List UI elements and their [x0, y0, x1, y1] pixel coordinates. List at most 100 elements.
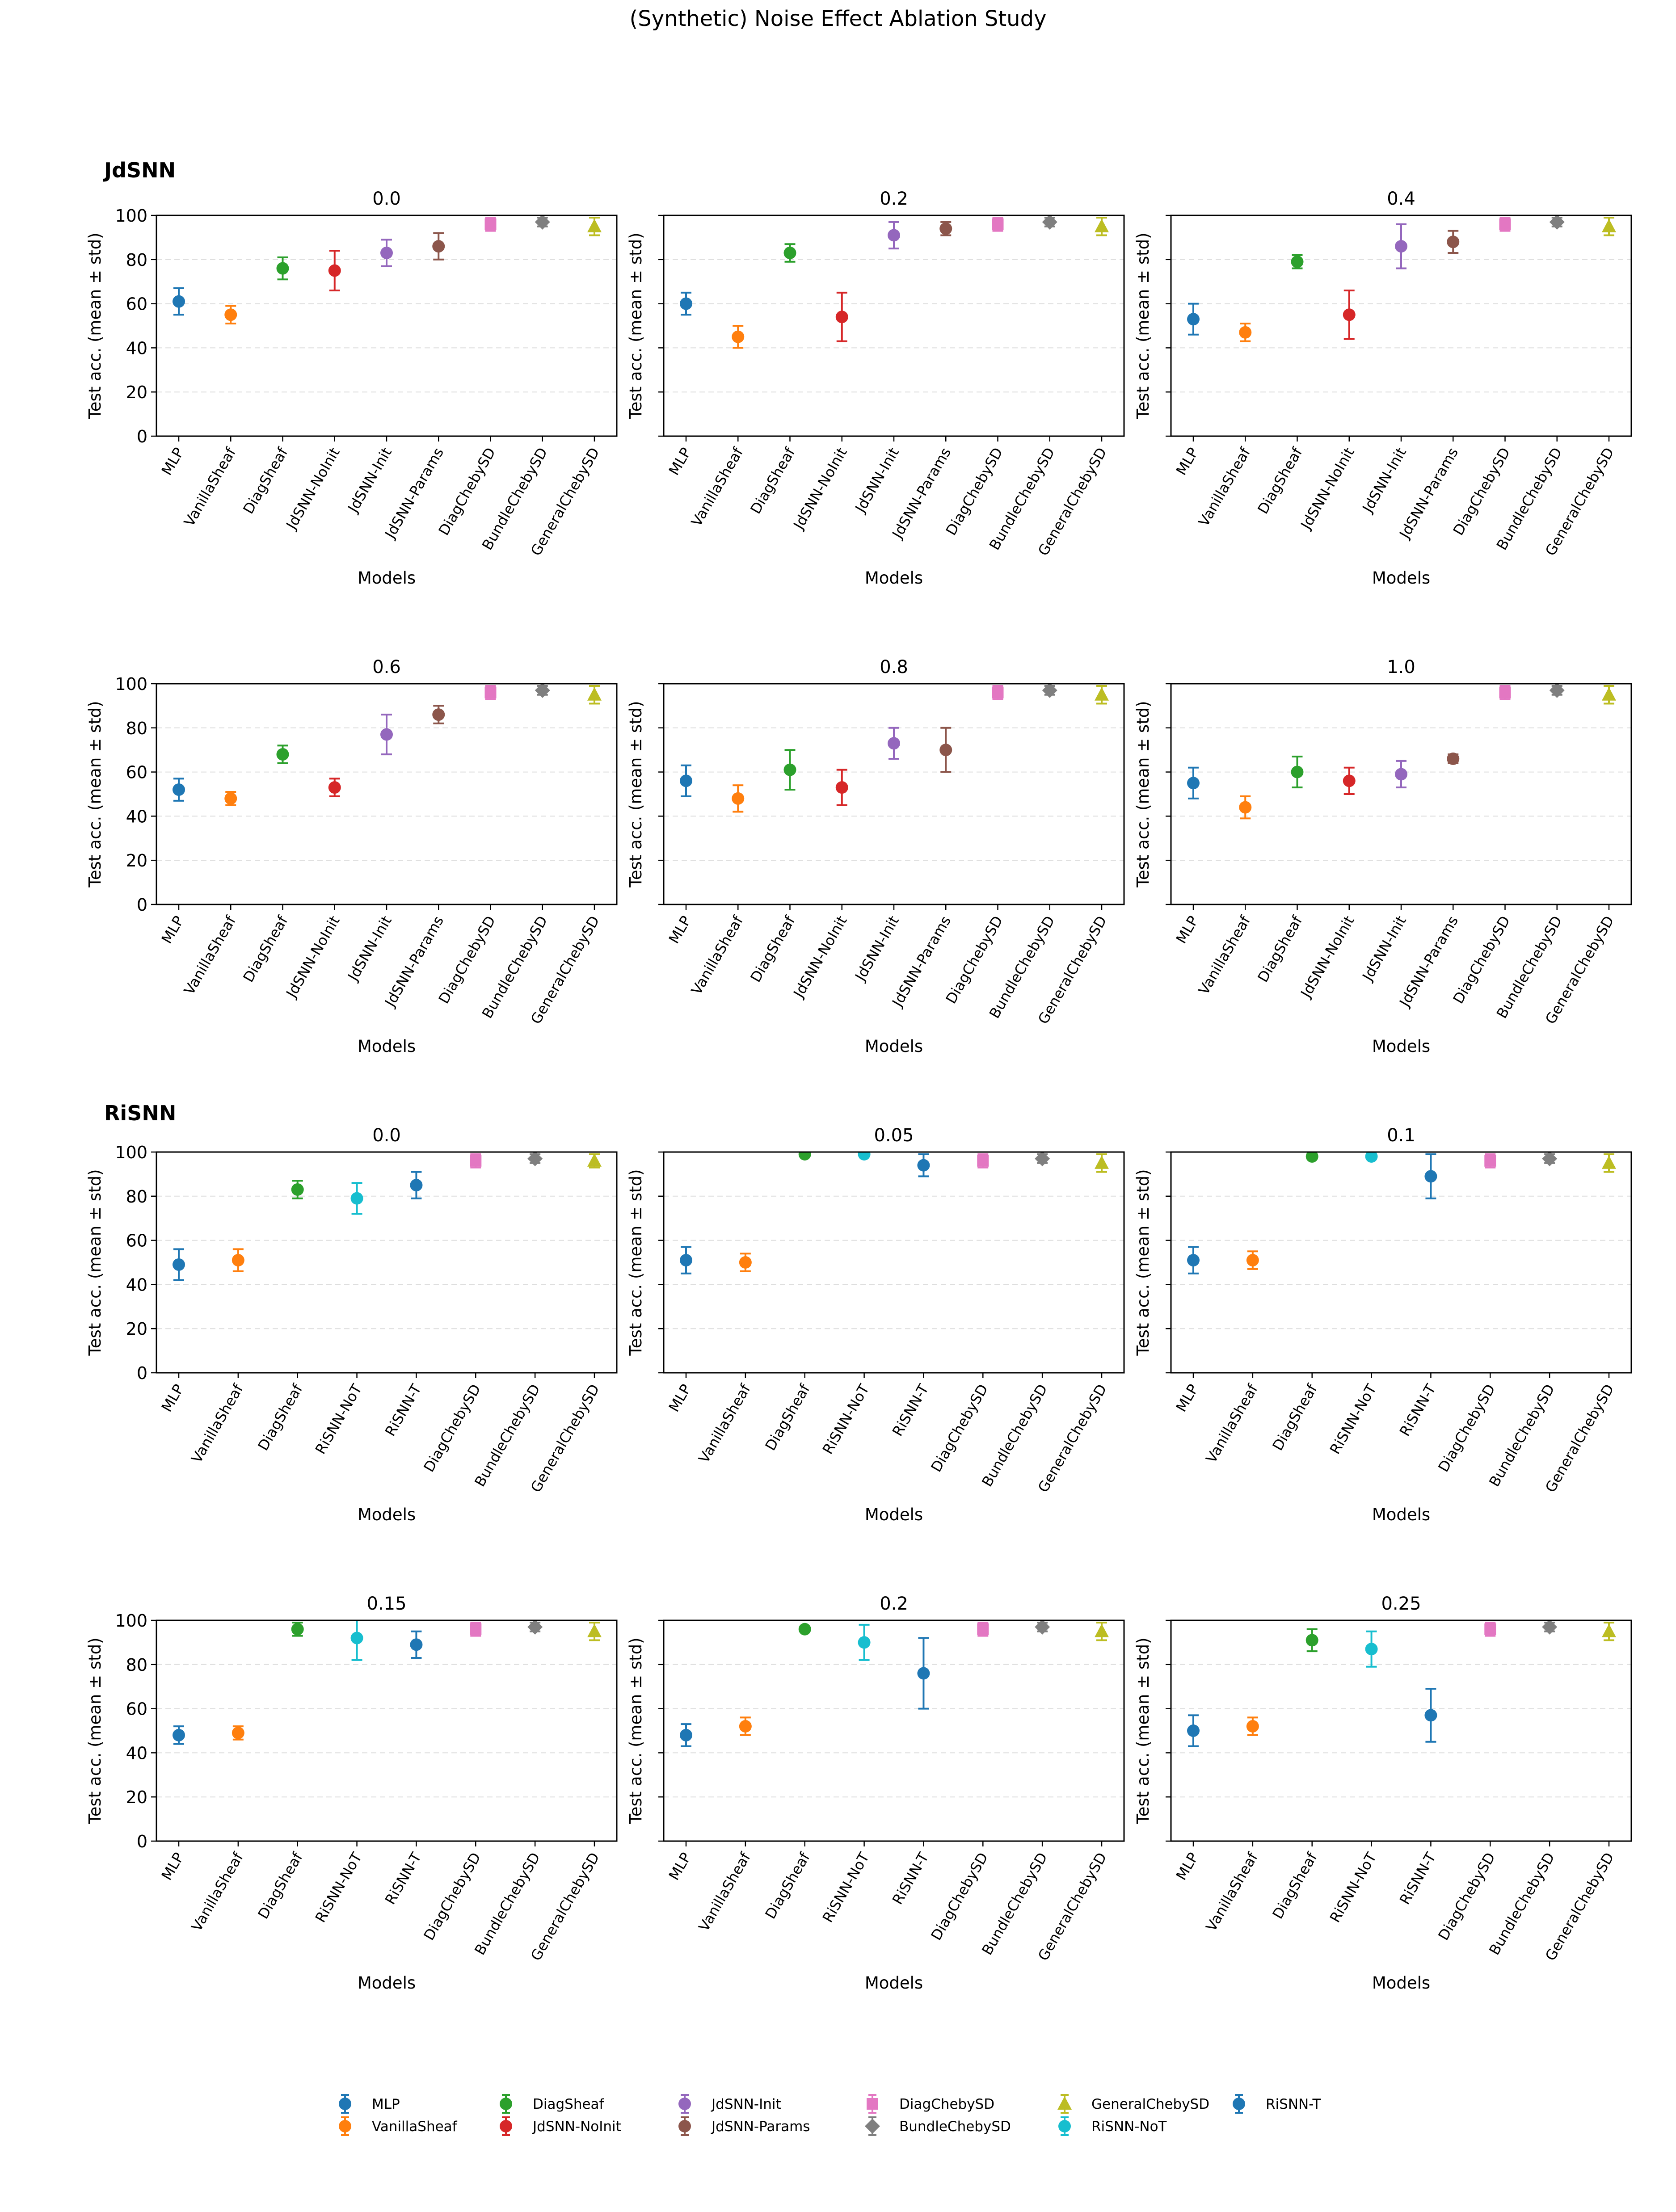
x-tick-label: BundleChebySD: [1486, 1850, 1558, 1958]
marker-vanillasheaf: [224, 792, 237, 805]
x-tick-label: MLP: [158, 445, 187, 478]
legend-item-jdsnn-noinit: JdSNN-NoInit: [500, 2116, 621, 2136]
legend-item-diagchebysd: DiagChebySD: [867, 2094, 994, 2114]
x-tick-label: DiagChebySD: [435, 913, 499, 1006]
point-jdsnn-init: [1395, 760, 1407, 789]
point-jdsnn-init: [380, 714, 393, 756]
point-risnn-not: [858, 1623, 871, 1661]
y-axis-label: Test acc. (mean ± std): [626, 1637, 645, 1824]
marker-diagsheaf: [276, 748, 289, 761]
y-axis-label: Test acc. (mean ± std): [1133, 1169, 1153, 1356]
marker-diagsheaf: [291, 1183, 304, 1196]
point-jdsnn-noinit: [1343, 289, 1356, 340]
axes-frame: [156, 1619, 618, 1842]
subplot-title: 0.25: [1381, 1594, 1421, 1614]
marker-jdsnn-init: [380, 246, 393, 259]
x-tick-label: BundleChebySD: [978, 1850, 1051, 1958]
x-axis-label: Models: [358, 1037, 416, 1056]
point-diagchebysd: [992, 216, 1004, 232]
x-tick-label: JdSNN-Init: [1359, 445, 1410, 516]
legend-item-vanillasheaf: VanillaSheaf: [339, 2116, 458, 2136]
point-generalchebysd: [1602, 1621, 1616, 1641]
marker-risnn-not: [1365, 1152, 1378, 1163]
x-tick-label: DiagChebySD: [927, 1850, 991, 1943]
x-tick-label: DiagChebySD: [1435, 1850, 1499, 1943]
x-tick-label: RiSNN-NoT: [819, 1850, 873, 1926]
subplot-title: 0.4: [1387, 189, 1415, 209]
axes-frame: [1170, 1619, 1632, 1842]
marker-diagsheaf: [1305, 1152, 1318, 1163]
legend-marker: [1057, 2096, 1072, 2110]
point-risnn-t: [917, 1153, 930, 1177]
x-tick-label: DiagSheaf: [747, 913, 799, 985]
point-vanillasheaf: [224, 791, 237, 806]
point-bundlechebysd: [527, 1620, 543, 1635]
axes-frame: [156, 214, 618, 437]
legend-marker: [1233, 2098, 1245, 2110]
marker-risnn-t: [410, 1638, 423, 1651]
point-jdsnn-init: [380, 239, 393, 267]
x-axis-label: Models: [358, 1505, 416, 1524]
y-tick-label: 60: [126, 1231, 147, 1251]
point-jdsnn-params: [1447, 230, 1460, 254]
point-generalchebysd: [1602, 216, 1616, 236]
point-vanillasheaf: [1239, 795, 1252, 820]
y-tick-label: 0: [137, 1363, 147, 1383]
x-tick-label: DiagSheaf: [762, 1849, 813, 1922]
x-tick-label: JdSNN-NoInit: [282, 445, 343, 533]
legend-label: DiagSheaf: [533, 2096, 605, 2112]
x-tick-label: RiSNN-NoT: [1326, 1850, 1380, 1926]
marker-mlp: [1187, 777, 1200, 790]
x-tick-label: MLP: [1173, 1850, 1202, 1883]
legend-marker: [865, 2119, 880, 2134]
y-tick-label: 20: [126, 851, 147, 871]
subplot-title: 0.1: [1387, 1125, 1415, 1146]
marker-diagsheaf: [291, 1623, 304, 1636]
y-axis-label: Test acc. (mean ± std): [85, 1169, 105, 1356]
point-mlp: [173, 778, 185, 802]
marker-diagchebysd: [484, 686, 497, 698]
point-diagchebysd: [1484, 1153, 1496, 1169]
x-tick-label: VanillaSheaf: [1195, 913, 1254, 997]
marker-mlp: [680, 1728, 692, 1741]
legend-label: RiSNN-NoT: [1091, 2119, 1167, 2135]
y-axis-label: Test acc. (mean ± std): [85, 701, 105, 887]
point-mlp: [680, 291, 692, 316]
point-generalchebysd: [587, 216, 602, 236]
marker-mlp: [173, 1258, 185, 1271]
marker-mlp: [1187, 1724, 1200, 1737]
y-tick-label: 100: [115, 206, 147, 226]
marker-mlp: [1187, 1254, 1200, 1267]
marker-diagchebysd: [470, 1623, 482, 1635]
point-diagsheaf: [291, 1621, 304, 1637]
point-generalchebysd: [587, 685, 602, 705]
point-diagchebysd: [1499, 216, 1511, 232]
point-diagchebysd: [484, 216, 497, 232]
point-diagchebysd: [1484, 1621, 1496, 1637]
point-generalchebysd: [1602, 1153, 1616, 1173]
marker-risnn-t: [917, 1667, 930, 1680]
x-tick-label: MLP: [158, 913, 187, 946]
marker-bundlechebysd: [1542, 1152, 1558, 1166]
marker-diagchebysd: [470, 1155, 482, 1167]
marker-vanillasheaf: [232, 1254, 244, 1267]
marker-jdsnn-noinit: [835, 311, 848, 324]
legend-item-jdsnn-init: JdSNN-Init: [678, 2094, 781, 2114]
marker-risnn-not: [858, 1152, 871, 1161]
data-points: [1187, 1620, 1616, 1747]
x-tick-label: VanillaSheaf: [188, 1849, 247, 1934]
marker-jdsnn-init: [1395, 768, 1407, 781]
point-risnn-not: [350, 1620, 363, 1661]
point-diagsheaf: [1305, 1152, 1318, 1163]
marker-diagchebysd: [977, 1623, 989, 1635]
y-tick-label: 20: [126, 383, 147, 402]
marker-risnn-t: [1424, 1170, 1437, 1183]
point-vanillasheaf: [739, 1716, 752, 1736]
marker-diagsheaf: [783, 763, 796, 776]
subplot-title: 0.0: [372, 189, 401, 209]
y-tick-label: 100: [115, 674, 147, 694]
y-tick-label: 40: [126, 1743, 147, 1763]
marker-mlp: [680, 774, 692, 787]
